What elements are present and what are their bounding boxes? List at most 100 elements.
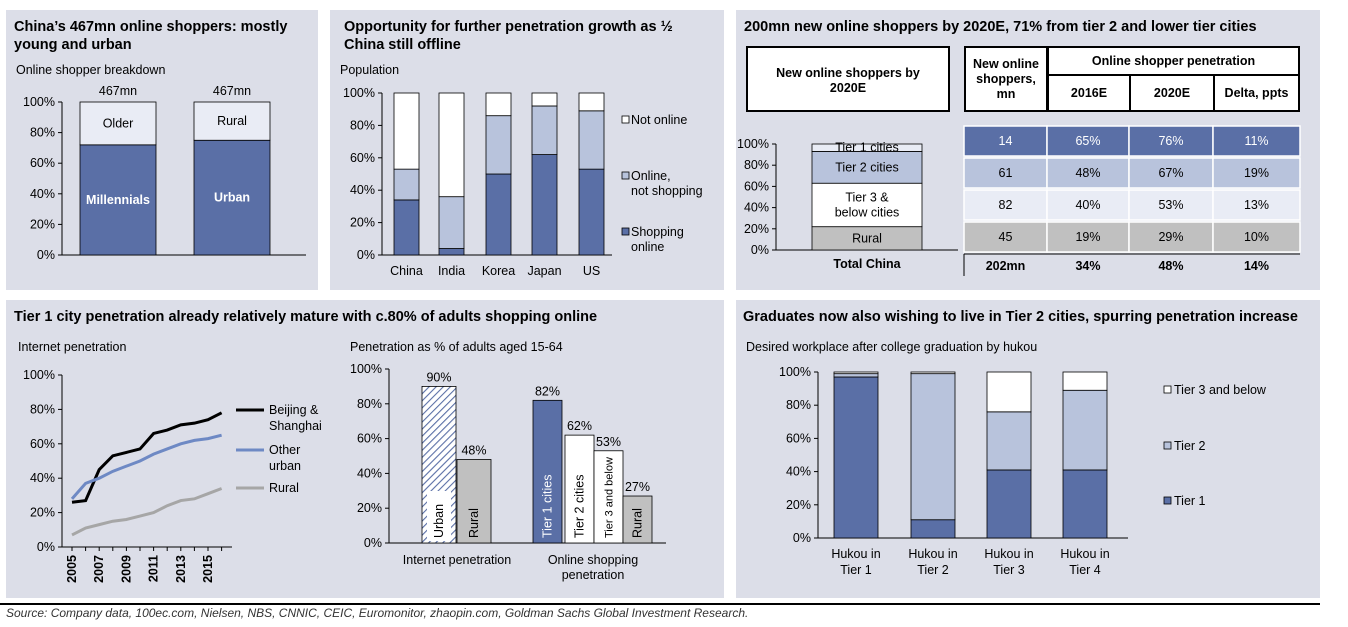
p4-line-y-tick-label: 100% <box>23 368 55 382</box>
p4-bar-y-tick-label: 20% <box>357 501 382 515</box>
p5-bar-segment <box>1062 389 1108 471</box>
p5-bar-segment <box>910 519 956 539</box>
p4-line-series <box>71 411 223 504</box>
p4-bar-value: 62% <box>567 419 592 433</box>
p4-legend-label: Beijing & <box>269 403 319 417</box>
p2-legend-swatch <box>621 227 630 236</box>
p1-bar-segment-main <box>193 139 271 256</box>
p2-bar-segment <box>485 173 512 256</box>
p5-legend-label: Tier 3 and below <box>1174 383 1267 397</box>
p2-bar-segment <box>578 110 605 170</box>
p1-y-tick-label: 60% <box>30 156 55 170</box>
p1-bar-label: Urban <box>214 191 250 205</box>
p4-line-series <box>71 487 223 537</box>
p4-group-label: penetration <box>562 568 625 582</box>
p3-table-value: 82 <box>999 198 1013 212</box>
p5-bar-segment <box>833 376 879 539</box>
tier1-penetration-charts: 0% 20% 40% 60% 80% 100% 2005 2007 2009 2011 2013 20… <box>23 362 666 583</box>
p5-bar-segment <box>1062 371 1108 391</box>
p5-x-tick-label: Tier 4 <box>1069 563 1101 577</box>
p4-bar-value: 48% <box>461 443 486 457</box>
p4-bar-label: Urban <box>432 504 446 538</box>
p3-table-cell <box>1046 125 1130 157</box>
p3-segment-label: Tier 1 cities <box>835 141 898 155</box>
p5-y-tick-label: 60% <box>786 431 811 445</box>
p4-x-tick-label: 2007 <box>92 555 106 583</box>
col-header-delta: Delta, ppts <box>1213 74 1300 112</box>
p3-bar-segment <box>811 182 923 228</box>
p1-bar-segment-top <box>193 101 271 141</box>
p5-bar-segment <box>986 371 1032 413</box>
p5-x-tick-label: Tier 2 <box>917 563 949 577</box>
p2-x-tick-label: Korea <box>482 264 515 278</box>
p4-group-label: Internet penetration <box>403 553 511 567</box>
p4-bar-y-tick-label: 60% <box>357 432 382 446</box>
p3-y-tick-label: 40% <box>744 201 769 215</box>
p5-y-tick-label: 80% <box>786 398 811 412</box>
p3-table-value: 40% <box>1075 198 1100 212</box>
p1-y-tick-label: 40% <box>30 187 55 201</box>
p1-total-label: 467mn <box>99 84 137 98</box>
box-label: Online shopper penetration <box>1091 54 1256 68</box>
p2-legend-label: Shopping <box>631 225 684 239</box>
p3-table-value: 19% <box>1075 230 1100 244</box>
p4-x-tick-label: 2015 <box>201 555 215 583</box>
p4-bar <box>532 399 563 544</box>
p3-table-value: 76% <box>1158 134 1183 148</box>
p4-bar-label: Rural <box>631 508 645 538</box>
panel-penetration-countries: Opportunity for further penetration grow… <box>330 10 724 290</box>
p1-bar-label: Older <box>103 116 134 130</box>
p4-bar-value: 90% <box>426 370 451 384</box>
p5-bar-segment <box>986 411 1032 471</box>
p5-legend-swatch <box>1163 496 1172 505</box>
box-new-shoppers-2020: New online shoppers by 2020E <box>746 46 950 112</box>
p2-bar-segment <box>531 92 558 107</box>
p2-x-tick-label: China <box>390 264 423 278</box>
panel-title: Opportunity for further penetration grow… <box>344 19 673 53</box>
p3-segment-label: Tier 2 cities <box>835 160 898 174</box>
p2-legend-swatch <box>621 115 630 124</box>
p4-bar-y-tick-label: 100% <box>350 362 382 376</box>
p3-table-value: 53% <box>1158 198 1183 212</box>
p2-x-tick-label: Japan <box>527 264 561 278</box>
p3-table-value: 29% <box>1158 230 1183 244</box>
p3-y-tick-label: 20% <box>744 222 769 236</box>
p5-x-tick-label: Hukou in <box>1060 547 1109 561</box>
p2-bar-segment <box>393 199 420 256</box>
p3-table-value: 48% <box>1075 166 1100 180</box>
p4-x-tick-label: 2011 <box>147 555 161 582</box>
p4-bar <box>456 459 492 544</box>
p1-y-tick-label: 80% <box>30 126 55 140</box>
p2-y-tick-label: 80% <box>350 118 375 132</box>
p4-x-tick-label: 2009 <box>119 555 133 583</box>
p3-table-value: 13% <box>1244 198 1269 212</box>
p3-table-cell <box>1128 189 1214 221</box>
p5-y-tick-label: 100% <box>779 365 811 379</box>
p1-y-tick-label: 20% <box>30 217 55 231</box>
p3-table-cell <box>1212 221 1301 253</box>
chart-subtitle: Population <box>340 63 400 77</box>
p2-y-tick-label: 100% <box>343 86 375 100</box>
p4-bar-y-tick-label: 0% <box>364 536 382 550</box>
country-penetration-chart: 0% 20% 40% 60% 80% 100% China India Korea Japan US… <box>343 86 703 278</box>
p1-bar-segment-top <box>79 101 157 146</box>
p3-table-value: 11% <box>1244 134 1268 148</box>
col-header-2016: 2016E <box>1047 74 1131 112</box>
p5-legend-label: Tier 1 <box>1174 494 1206 508</box>
p3-table-value: 14 <box>999 134 1013 148</box>
p1-bar-segment-main <box>79 144 157 256</box>
panel-title: Tier 1 city penetration already relative… <box>14 309 598 325</box>
p4-bar-label: Rural <box>467 508 481 538</box>
p2-legend-label: Online, <box>631 169 671 183</box>
p2-y-tick-label: 40% <box>350 183 375 197</box>
box-online-penetration: Online shopper penetration <box>1047 46 1300 76</box>
chart-subtitle: Desired workplace after college graduati… <box>746 340 1038 354</box>
p2-x-tick-label: India <box>438 264 465 278</box>
p3-y-tick-label: 80% <box>744 158 769 172</box>
p2-y-tick-label: 0% <box>357 248 375 262</box>
p1-bar-label: Rural <box>217 114 247 128</box>
p4-line-series <box>70 433 222 500</box>
p5-x-tick-label: Hukou in <box>831 547 880 561</box>
p3-table-value: 67% <box>1158 166 1183 180</box>
p3-table-value: 61 <box>999 166 1013 180</box>
